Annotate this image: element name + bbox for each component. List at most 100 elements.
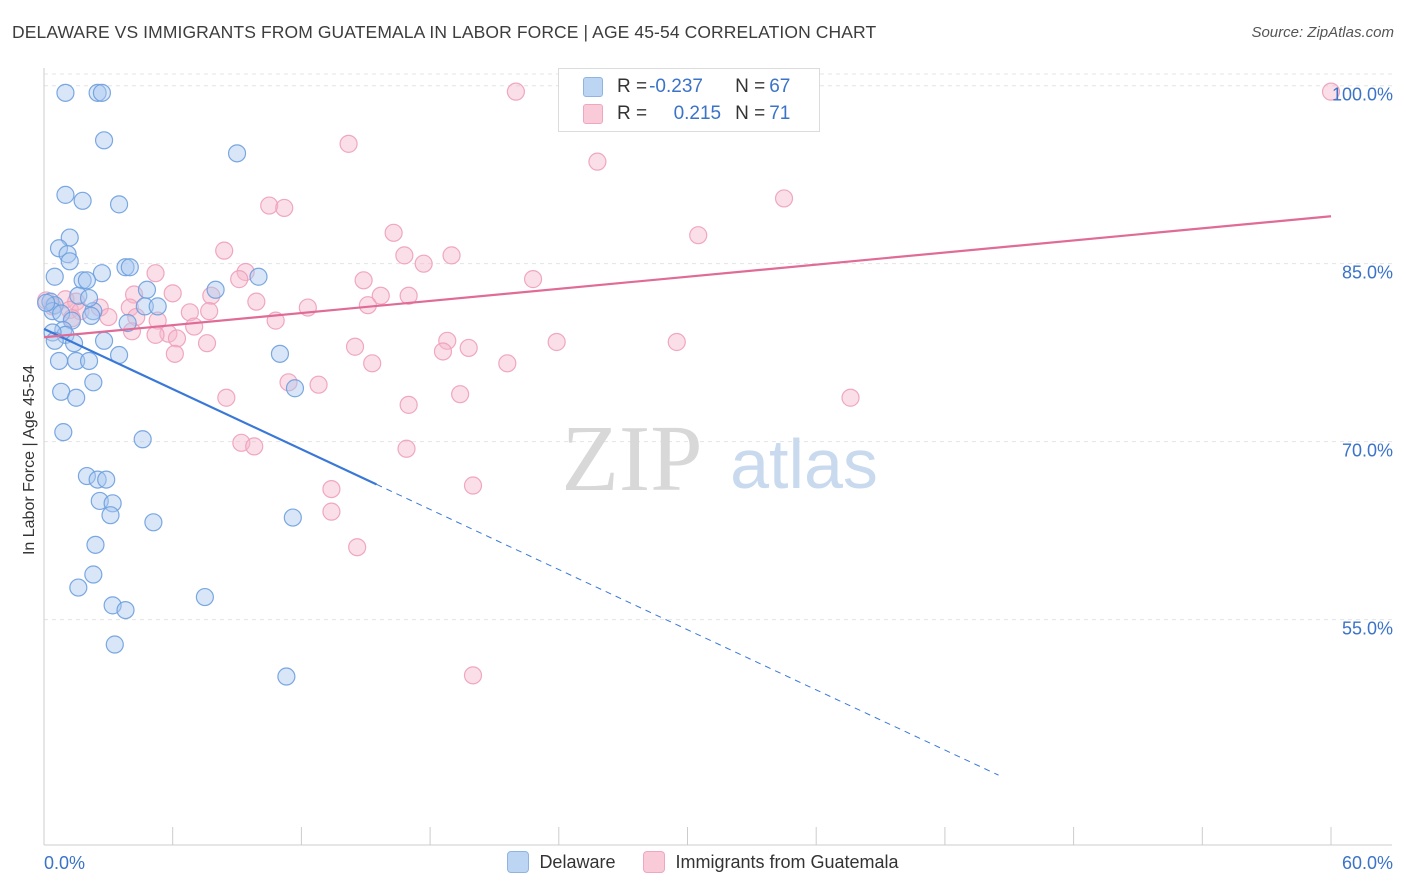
guatemala-point: [165, 344, 184, 363]
guatemala-point: [459, 338, 478, 358]
guatemala-point: [197, 334, 217, 353]
guatemala-point: [185, 317, 204, 336]
guatemala-point: [463, 666, 483, 685]
legend-n-value-guatemala: 71: [769, 103, 791, 124]
y-tick-label: 100.0%: [1332, 85, 1393, 105]
delaware-point: [277, 667, 296, 686]
guatemala-point: [498, 354, 517, 373]
x-tick-label: 60.0%: [1342, 853, 1393, 873]
legend-r-value-delaware: -0.237: [649, 76, 703, 97]
legend-label-guatemala: Immigrants from Guatemala: [675, 851, 899, 872]
delaware-point: [94, 131, 114, 150]
legend-swatch-delaware: [507, 851, 530, 873]
delaware-point: [120, 258, 139, 277]
guatemala-point: [148, 311, 167, 330]
delaware-point: [137, 280, 157, 299]
chart-source: Source: ZipAtlas.com: [1251, 24, 1394, 41]
y-tick-label: 85.0%: [1342, 263, 1393, 283]
guatemala-point: [322, 502, 341, 521]
delaware-point: [58, 245, 77, 264]
delaware-point: [206, 280, 225, 299]
legend-r-value-guatemala: 0.215: [673, 103, 722, 124]
delaware-point: [116, 258, 135, 277]
delaware-points: [37, 83, 305, 686]
guatemala-point: [122, 322, 142, 341]
guatemala-points: [37, 82, 1341, 685]
delaware-point: [92, 264, 112, 283]
delaware-point: [94, 331, 114, 350]
delaware-point: [77, 271, 97, 290]
stats-legend: R = -0.237 N = 67 R = 0.215 N = 71: [558, 68, 820, 132]
guatemala-point: [588, 152, 607, 171]
guatemala-point: [167, 329, 187, 348]
guatemala-point: [414, 254, 433, 273]
x-tick-label: 0.0%: [44, 853, 85, 873]
delaware-point: [270, 344, 290, 363]
legend-r-label: R =: [617, 103, 648, 124]
guatemala-point: [523, 270, 543, 289]
legend-n-label: N =: [735, 76, 766, 97]
delaware-point: [86, 535, 105, 554]
grid-lines: [44, 73, 1392, 621]
delaware-point: [67, 351, 86, 371]
guatemala-point: [230, 270, 249, 289]
guatemala-point: [180, 303, 199, 322]
guatemala-point: [506, 82, 526, 101]
guatemala-point: [774, 189, 794, 208]
guatemala-point: [309, 375, 328, 394]
watermark-zip: ZIP: [562, 407, 703, 511]
guatemala-point: [399, 286, 418, 305]
guatemala-point: [451, 385, 470, 404]
legend-swatch-delaware: [583, 77, 603, 97]
trend-lines: [43, 215, 1332, 776]
delaware-point: [116, 600, 135, 620]
delaware-point: [79, 288, 99, 308]
guatemala-point: [215, 241, 234, 260]
legend-swatch-guatemala: [643, 851, 666, 873]
guatemala-point: [689, 226, 708, 245]
guatemala-point: [217, 388, 236, 407]
legend-row-delaware: R = -0.237 N = 67: [583, 74, 790, 100]
guatemala-trend-line: [43, 215, 1332, 339]
guatemala-point: [247, 292, 266, 311]
delaware-trend-line: [43, 327, 377, 486]
delaware-point: [118, 313, 137, 333]
series-legend: Delaware Immigrants from Guatemala: [0, 851, 1406, 873]
guatemala-point: [399, 395, 418, 414]
tick-labels: 55.0% 70.0% 85.0% 100.0% 0.0% 60.0%: [44, 85, 1393, 873]
delaware-point: [105, 635, 124, 654]
guatemala-point: [397, 439, 416, 458]
delaware-point: [92, 83, 112, 102]
guatemala-point: [322, 479, 341, 499]
delaware-point: [69, 286, 88, 305]
delaware-point: [135, 297, 154, 316]
guatemala-point: [384, 223, 403, 242]
delaware-point: [109, 195, 129, 214]
guatemala-point: [433, 342, 453, 361]
legend-label-delaware: Delaware: [539, 851, 616, 872]
axes: [43, 68, 1392, 846]
legend-item-delaware: Delaware: [507, 851, 615, 873]
legend-row-guatemala: R = 0.215 N = 71: [583, 101, 790, 127]
guatemala-point: [371, 286, 390, 305]
delaware-point: [56, 83, 75, 102]
guatemala-point: [442, 246, 461, 265]
delaware-point: [227, 144, 247, 163]
delaware-point: [67, 388, 86, 407]
guatemala-point: [339, 134, 358, 153]
guatemala-point: [348, 538, 367, 557]
legend-n-label: N =: [735, 103, 766, 124]
guatemala-point: [275, 198, 294, 218]
delaware-point: [56, 185, 75, 204]
guatemala-point: [841, 388, 860, 407]
watermark-atlas: atlas: [730, 425, 878, 503]
delaware-point: [285, 379, 305, 398]
guatemala-point: [260, 196, 279, 215]
legend-swatch-guatemala: [583, 104, 603, 124]
delaware-point: [84, 373, 103, 392]
guatemala-point: [1321, 82, 1341, 101]
legend-n-value-delaware: 67: [769, 76, 791, 97]
y-tick-label: 55.0%: [1342, 619, 1393, 639]
delaware-point: [69, 578, 88, 597]
